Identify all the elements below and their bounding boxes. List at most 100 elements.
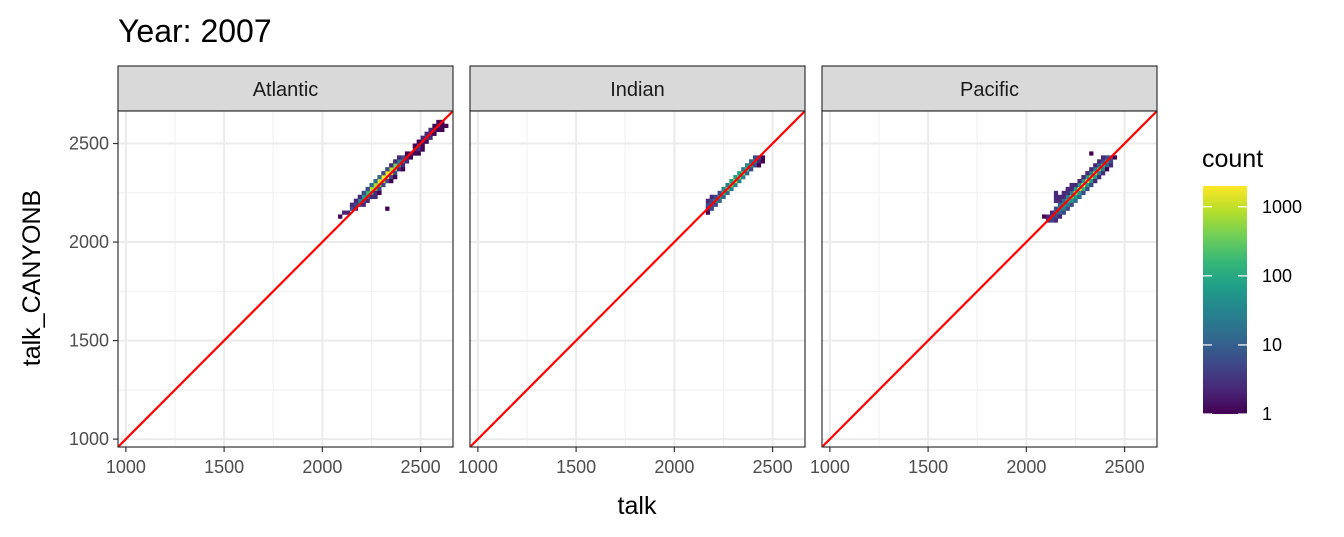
heatmap-bin <box>393 175 398 180</box>
heatmap-bin <box>412 151 417 156</box>
heatmap-bin <box>1077 178 1082 184</box>
heatmap-bin <box>729 186 734 192</box>
heatmap-bin <box>752 163 758 168</box>
heatmap-bin <box>709 198 714 203</box>
heatmap-bin <box>1104 167 1110 172</box>
heatmap-bin <box>1069 190 1074 196</box>
identity-line <box>822 111 1157 447</box>
facet-panel-atlantic: Atlantic 1000 1500 2000 2500 <box>106 65 454 477</box>
x-tick-label: 1500 <box>556 457 596 477</box>
heatmap-bin <box>1101 159 1106 164</box>
heatmap-bin <box>1093 175 1098 180</box>
heatmap-bin <box>1089 171 1094 176</box>
heatmap-bin <box>741 175 746 180</box>
heatmap-bin <box>381 171 386 176</box>
heatmap-bin <box>1093 178 1098 184</box>
heatmap-bin <box>385 171 390 176</box>
heatmap-bin <box>1049 218 1055 223</box>
heatmap-bin <box>440 123 445 129</box>
heatmap-bin <box>1069 198 1074 203</box>
heatmap-bin <box>733 175 738 180</box>
x-tick-label: 2000 <box>654 457 694 477</box>
heatmap-bin <box>397 155 402 160</box>
heatmap-bin <box>373 178 378 184</box>
heatmap-bin <box>1101 155 1106 160</box>
heatmap-bin <box>393 171 398 176</box>
heatmap-bin <box>365 198 370 203</box>
heatmap-bin <box>709 194 714 199</box>
heatmap-bin <box>1069 202 1074 207</box>
heatmap-bin <box>365 190 370 196</box>
panel-border <box>821 110 1158 448</box>
heatmap-bin <box>369 194 374 199</box>
heatmap-bin <box>389 178 394 184</box>
x-tick-label: 2500 <box>1105 457 1145 477</box>
heatmap-bin <box>1081 186 1086 192</box>
gridlines <box>118 111 453 447</box>
heatmap-bin <box>1061 206 1066 211</box>
legend-label: 1 <box>1262 404 1272 424</box>
x-tick-label: 1000 <box>458 457 498 477</box>
legend-ticks: 1000 100 10 1 <box>1203 197 1302 424</box>
heatmap-bin <box>381 182 386 188</box>
heatmap-bin <box>341 210 347 215</box>
heatmap-bin <box>1081 178 1086 184</box>
heatmap-bin <box>749 159 754 164</box>
x-axis-title: talk <box>618 492 657 520</box>
heatmap-bin <box>1085 182 1090 188</box>
heatmap-bin <box>416 147 421 152</box>
x-tick-label: 2500 <box>401 457 441 477</box>
heatmap-bin <box>745 163 750 168</box>
legend-label: 1000 <box>1262 197 1302 217</box>
heatmap-bin <box>1089 151 1094 156</box>
heatmap-bin <box>1073 186 1078 192</box>
heatmap-bin <box>705 198 711 203</box>
heatmap-bin <box>373 194 378 199</box>
heatmap-bin <box>377 178 382 184</box>
heatmap-bin <box>397 167 402 172</box>
heatmap-bin <box>1053 190 1059 196</box>
identity-line <box>118 111 453 447</box>
heatmap-bin <box>397 159 402 164</box>
heatmap-bin <box>717 190 722 196</box>
heatmap-bin <box>353 198 359 203</box>
heatmap-bin <box>428 135 433 140</box>
heatmap-bin <box>1061 198 1066 203</box>
heatmap-bin <box>373 190 378 196</box>
heatmap-bin <box>369 182 374 188</box>
x-tick-label: 2000 <box>302 457 342 477</box>
panel-border <box>469 110 806 448</box>
heatmap-bin <box>1042 214 1047 219</box>
heatmap-bin <box>389 167 394 172</box>
heatmap-bin <box>705 202 711 207</box>
heatmap-bin <box>440 127 445 132</box>
facet-panel-pacific: Pacific 1000 1500 2000 2500 <box>810 65 1158 477</box>
y-tick-label: 2000 <box>69 232 109 252</box>
x-tick-label: 2500 <box>753 457 793 477</box>
heatmap-bin <box>725 190 730 196</box>
heatmap-bin <box>1065 206 1070 211</box>
heatmap-bin <box>760 159 766 164</box>
heatmap-bin <box>377 190 382 196</box>
heatmap-bin <box>1089 167 1094 172</box>
heatmap-bin <box>400 155 406 160</box>
heatmap-bin <box>1049 210 1055 215</box>
heatmap-bin <box>741 167 746 172</box>
facet-strip-label: Atlantic <box>253 79 319 101</box>
heatmap-bin <box>1053 214 1059 219</box>
heatmap-bin <box>416 139 421 144</box>
facet-strip <box>117 65 454 112</box>
heatmap-bin <box>361 190 366 196</box>
heatmap-bin <box>1101 167 1106 172</box>
heatmap-bin <box>1077 190 1082 196</box>
identity-line <box>470 111 805 447</box>
heatmap-bin <box>1073 194 1078 199</box>
x-tick-label: 1500 <box>908 457 948 477</box>
heatmap-bin <box>1097 175 1102 180</box>
heatmap-bin <box>436 119 441 125</box>
heatmap-bin <box>1085 186 1090 192</box>
heatmap-bin <box>436 127 441 132</box>
heatmap-bin <box>756 163 762 168</box>
heatmap-bin <box>729 178 734 184</box>
